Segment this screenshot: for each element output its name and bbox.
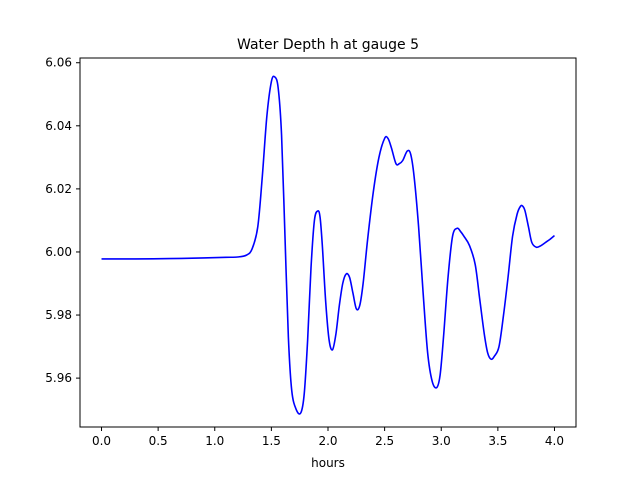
- x-tick-label: 1.5: [262, 434, 281, 448]
- x-tick-label: 2.0: [318, 434, 337, 448]
- y-tick-label: 6.02: [45, 182, 72, 196]
- x-tick-label: 0.5: [149, 434, 168, 448]
- y-tick-label: 5.96: [45, 371, 72, 385]
- y-axis-ticks: 5.96 5.98 6.00 6.02 6.04 6.06: [45, 56, 80, 385]
- y-tick-label: 5.98: [45, 308, 72, 322]
- y-tick-label: 6.04: [45, 119, 72, 133]
- x-tick-label: 0.0: [92, 434, 111, 448]
- x-tick-label: 3.0: [432, 434, 451, 448]
- y-tick-label: 6.00: [45, 245, 72, 259]
- plot-frame: [79, 57, 577, 428]
- series-layer: [101, 75, 555, 415]
- y-tick-label: 6.06: [45, 56, 72, 70]
- x-tick-label: 3.5: [488, 434, 507, 448]
- chart-title: Water Depth h at gauge 5: [237, 37, 419, 53]
- x-axis-label: hours: [311, 456, 345, 470]
- x-axis-ticks: 0.0 0.5 1.0 1.5 2.0 2.5 3.0 3.5 4.0: [92, 427, 564, 448]
- plot-background: [80, 58, 576, 427]
- x-tick-label: 1.0: [205, 434, 224, 448]
- water-depth-line: [101, 75, 555, 415]
- x-tick-label: 4.0: [545, 434, 564, 448]
- x-tick-label: 2.5: [375, 434, 394, 448]
